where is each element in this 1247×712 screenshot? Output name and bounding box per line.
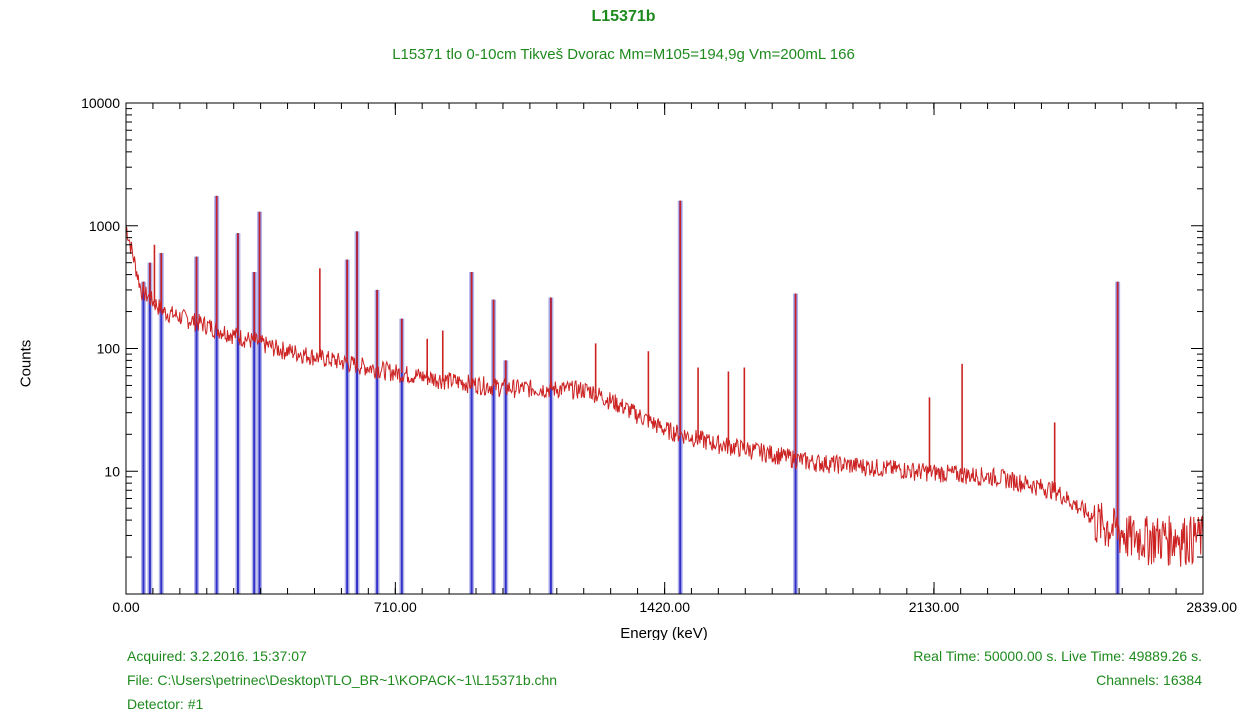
x-tick-label: 0.00	[112, 599, 139, 615]
spectrum-chart: 10000 1000 100 10 0.00 710.00 1420.00 2130.00 28…	[81, 95, 1237, 640]
time-info: Real Time: 50000.00 s. Live Time: 49889.…	[913, 648, 1202, 664]
spectrum-line	[125, 225, 1204, 567]
x-tick-label: 1420.00	[639, 599, 690, 615]
axes: 10000 1000 100 10 0.00 710.00 1420.00 2130.00 28…	[81, 95, 1237, 615]
x-tick-label: 710.00	[374, 599, 417, 615]
x-tick-label: 2839.00	[1186, 599, 1237, 615]
chart-title: L15371b	[591, 8, 656, 25]
x-axis-label: Energy (keV)	[620, 625, 708, 640]
chart-subtitle: L15371 tlo 0-10cm Tikveš Dvorac Mm=M105=…	[392, 46, 855, 63]
acquired-info: Acquired: 3.2.2016. 15:37:07	[127, 648, 307, 664]
spectrum-layer	[125, 195, 1204, 567]
detector-info: Detector: #1	[127, 696, 204, 712]
file-info: File: C:\Users\petrinec\Desktop\TLO_BR~1…	[127, 672, 558, 688]
y-tick-label: 10000	[81, 95, 120, 111]
y-tick-label: 100	[97, 341, 121, 357]
channels-info: Channels: 16384	[1096, 672, 1202, 688]
x-tick-label: 2130.00	[909, 599, 960, 615]
y-tick-label: 10	[104, 463, 120, 479]
y-tick-label: 1000	[89, 218, 120, 234]
plot-frame	[125, 102, 1204, 595]
peak-markers	[140, 195, 1121, 594]
